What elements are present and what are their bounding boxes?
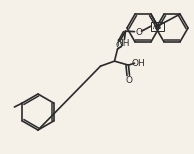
Text: NH: NH [116, 39, 129, 48]
FancyBboxPatch shape [151, 22, 164, 31]
Text: OH: OH [132, 59, 145, 68]
Text: O: O [126, 76, 133, 85]
Text: O: O [135, 28, 142, 37]
Text: As: As [153, 22, 162, 31]
Text: O: O [116, 41, 123, 50]
